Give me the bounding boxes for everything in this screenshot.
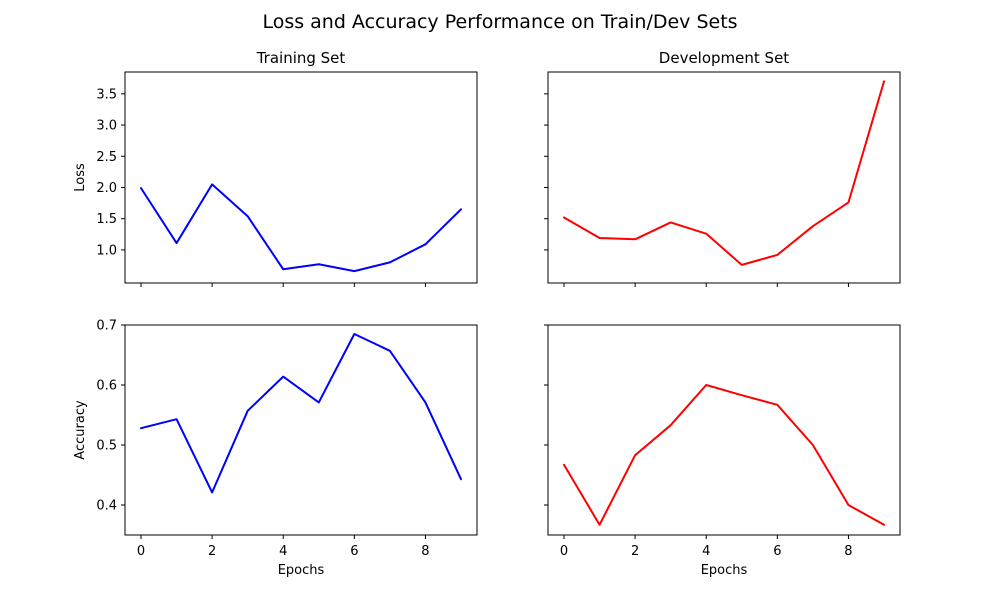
x-tick-label: 4 (702, 544, 710, 559)
x-axis-label: Epochs (278, 563, 325, 578)
panel-development-loss: Development Set (544, 49, 901, 287)
series-line (563, 80, 885, 266)
x-tick-label: 2 (208, 544, 216, 559)
plot-frame (124, 71, 478, 284)
y-tick-label: 2.0 (96, 181, 117, 196)
x-tick-label: 6 (773, 544, 781, 559)
x-tick-label: 4 (279, 544, 287, 559)
y-tick-label: 3.0 (96, 119, 117, 134)
panel-training-accuracy: 0 2 4 6 8 0.4 0.5 0.6 0.7 Epochs Accuracy (73, 319, 478, 578)
y-axis-label: Loss (73, 163, 88, 192)
y-axis-label: Accuracy (73, 400, 88, 460)
x-tick-label: 0 (560, 544, 568, 559)
panel-training-loss: 1.0 1.5 2.0 2.5 3.0 3.5 Training Set Loss (73, 49, 478, 287)
plot-frame (547, 324, 901, 536)
y-tick-label: 1.0 (96, 243, 117, 258)
y-tick-label: 2.5 (96, 150, 117, 165)
panel-title: Training Set (256, 49, 346, 67)
series-line (140, 333, 462, 494)
x-axis-label: Epochs (701, 563, 748, 578)
y-tick-label: 0.4 (96, 499, 117, 514)
panel-title: Development Set (659, 49, 789, 67)
x-tick-label: 6 (350, 544, 358, 559)
x-tick-label: 2 (631, 544, 639, 559)
y-tick-label: 0.5 (96, 439, 117, 454)
x-tick-label: 0 (137, 544, 145, 559)
y-tick-label: 3.5 (96, 87, 117, 102)
y-tick-label: 0.6 (96, 379, 117, 394)
x-tick-label: 8 (844, 544, 852, 559)
series-line (140, 183, 462, 273)
y-tick-label: 1.5 (96, 212, 117, 227)
plot-frame (124, 324, 478, 536)
y-tick-label: 0.7 (96, 319, 117, 334)
figure-suptitle: Loss and Accuracy Performance on Train/D… (262, 11, 737, 33)
x-tick-label: 8 (421, 544, 429, 559)
plot-frame (547, 71, 901, 284)
panel-development-accuracy: 0 2 4 6 8 Epochs (544, 324, 901, 578)
series-line (563, 384, 885, 526)
